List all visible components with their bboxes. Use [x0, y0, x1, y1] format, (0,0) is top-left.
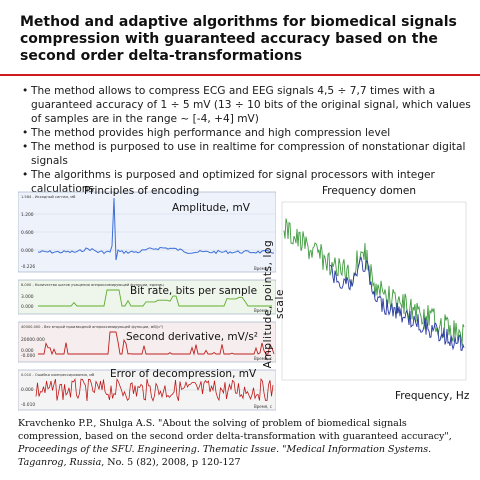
bullet-list: • The method allows to compress ECG and E… [22, 84, 472, 196]
bullet-item: • The method provides high performance an… [22, 127, 391, 139]
spectrum-xlabel: Frequency, Hz [395, 390, 470, 402]
encoding-figure: 1.584 - Исходный сигнал, мВ 1.200 0.600 … [18, 191, 276, 411]
spectrum-figure [281, 201, 467, 381]
citation-journal: Proceedings of the SFU. Engineering. The… [18, 444, 432, 468]
slide-title: Method and adaptive algorithms for biome… [20, 14, 457, 64]
panel-amplitude: 1.584 - Исходный сигнал, мВ 1.200 0.600 … [18, 191, 276, 273]
tick-label: 0.600 [21, 230, 34, 236]
citation-tail: , No. 5 (82), 2008, p 120-127 [101, 457, 241, 468]
panel-header: 8.000 - Количество шагов учащения аппрок… [21, 283, 164, 287]
derivative-label: Second derivative, mV/s² [126, 331, 258, 343]
citation-text: Kravchenko P.P., Shulga A.S. "About the … [18, 418, 452, 442]
bitrate-label: Bit rate, bits per sample [130, 285, 258, 297]
panel-derivative: 40000.000 - Вес второй производной аппро… [18, 321, 276, 363]
bullet-text: The method provides high performance and… [31, 127, 391, 139]
bullet-item: • The method is purposed to use in realti… [22, 141, 466, 167]
title-divider [0, 74, 480, 76]
tick-label: 0.000 [21, 348, 34, 354]
tick-label: 0.000 [21, 248, 34, 254]
panel-header: 40000.000 - Вес второй производной аппро… [21, 325, 164, 329]
time-axis-label: Время, с [254, 308, 272, 313]
error-label: Error of decompression, mV [110, 368, 257, 380]
time-axis-label: Время, с [254, 266, 272, 271]
tick-label: 3.000 [21, 294, 34, 300]
tick-label: 1.200 [21, 212, 34, 218]
bitrate-trace [38, 289, 272, 307]
panel-header: 1.584 - Исходный сигнал, мВ [21, 195, 76, 199]
tick-label: -0.010 [21, 402, 35, 408]
bullet-item: • The method allows to compress ECG and E… [22, 85, 471, 125]
tick-label: 0.000 [21, 387, 34, 393]
panel-header: 0.010 - Ошибка компрессирования, мВ [21, 373, 95, 377]
panel-bitrate: 8.000 - Количество шагов учащения аппрок… [18, 279, 276, 315]
time-axis-label: Время, с [254, 356, 272, 361]
time-axis-label: Время, с [254, 404, 272, 409]
spectrum-title: Frequency domen [322, 185, 417, 197]
encoding-figure-title: Principles of encoding [84, 185, 200, 197]
error-trace [35, 378, 274, 402]
citation: Kravchenko P.P., Shulga A.S. "About the … [18, 417, 468, 469]
derivative-trace [38, 331, 275, 356]
tick-label: 0.000 [21, 304, 34, 310]
bullet-text: The method is purposed to use in realtim… [31, 141, 466, 167]
tick-label: -0.226 [21, 264, 35, 270]
signal-trace [37, 197, 274, 261]
tick-label: 20000.000 [21, 337, 45, 343]
panel-error: 0.010 - Ошибка компрессирования, мВ 0.00… [18, 369, 276, 411]
spectrum-ylabel: Amplitude, points, log scale [262, 239, 286, 369]
bullet-text: The method allows to compress ECG and EE… [31, 85, 471, 125]
tick-label: -0.000 [21, 353, 35, 359]
amplitude-label: Amplitude, mV [172, 202, 250, 214]
spectrum-green-trace [283, 218, 465, 346]
spectrum-blue-trace [329, 255, 465, 351]
